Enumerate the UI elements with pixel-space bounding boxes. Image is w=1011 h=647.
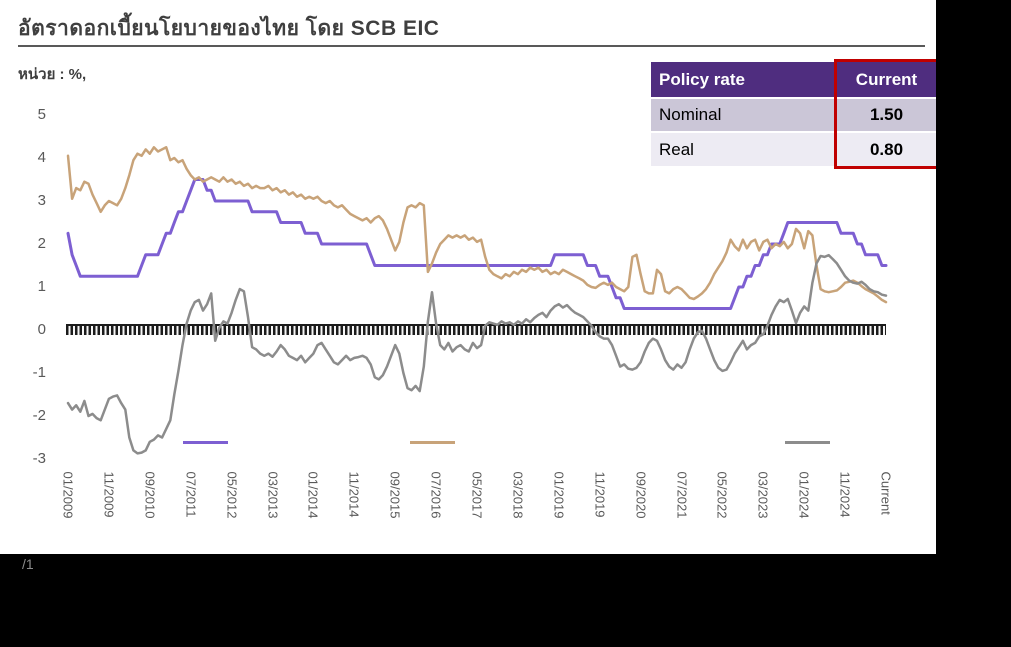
slide-background-bottom — [0, 554, 1011, 647]
nominal-series-line — [66, 178, 888, 310]
y-tick-label: 4 — [37, 149, 46, 166]
y-tick-label: -1 — [32, 364, 46, 381]
x-tick-label: 03/2013 — [265, 471, 280, 519]
x-tick-label: 07/2016 — [428, 471, 444, 519]
zero-hatched-line — [66, 324, 886, 335]
x-tick-label: 05/2022 — [714, 471, 730, 519]
page-number: /1 — [22, 556, 34, 572]
unit-label: หน่วย : %, — [18, 66, 87, 83]
title-underline — [18, 45, 925, 47]
x-tick-label: 03/2018 — [510, 471, 526, 519]
x-tick-label: 01/2014 — [305, 471, 321, 519]
table-row-nominal-value: 1.50 — [837, 99, 936, 131]
y-tick-label: 0 — [37, 321, 46, 338]
y-tick-label: 2 — [37, 235, 46, 252]
legend-dash-nominal — [183, 441, 228, 444]
x-tick-label: 11/2014 — [346, 471, 362, 518]
table-header-policy-rate: Policy rate — [651, 62, 837, 97]
y-tick-label: -2 — [32, 407, 46, 424]
x-tick-label: 01/2024 — [796, 471, 812, 519]
table-header-current: Current — [837, 62, 936, 97]
y-tick-label: 5 — [37, 106, 46, 123]
inflation-series-line — [66, 146, 888, 304]
policy-rate-table: Policy rate Current Nominal 1.50 Real 0.… — [651, 59, 939, 169]
slide-background-right — [936, 0, 1011, 647]
x-tick-label: Current — [878, 471, 894, 515]
x-tick-label: 11/2009 — [101, 471, 117, 518]
x-tick-label: 07/2011 — [183, 471, 199, 518]
x-tick-label: 07/2021 — [674, 471, 689, 519]
x-tick-label: 05/2012 — [224, 471, 240, 519]
y-tick-label: 3 — [37, 192, 46, 209]
x-tick-label: 01/2009 — [60, 471, 76, 519]
y-tick-label: 1 — [37, 278, 46, 295]
legend-dash-real — [785, 441, 830, 444]
x-tick-label: 09/2015 — [387, 471, 403, 519]
table-row-real-value: 0.80 — [837, 133, 936, 166]
table-row-real-label: Real — [651, 133, 837, 166]
x-tick-label: 05/2017 — [469, 471, 485, 519]
x-tick-label: 09/2020 — [633, 471, 649, 519]
x-tick-label: 03/2023 — [755, 471, 771, 519]
y-tick-label: -3 — [32, 450, 46, 467]
x-tick-label: 09/2010 — [142, 471, 158, 519]
page-title: อัตราดอกเบี้ยนโยบายของไทย โดย SCB EIC — [18, 17, 440, 40]
legend-dash-inflation — [410, 441, 455, 444]
x-tick-label: 01/2019 — [551, 471, 567, 519]
x-tick-label: 11/2024 — [837, 471, 853, 518]
x-tick-label: 11/2019 — [592, 471, 608, 518]
table-row-nominal-label: Nominal — [651, 99, 837, 131]
real-series-line — [66, 253, 888, 455]
